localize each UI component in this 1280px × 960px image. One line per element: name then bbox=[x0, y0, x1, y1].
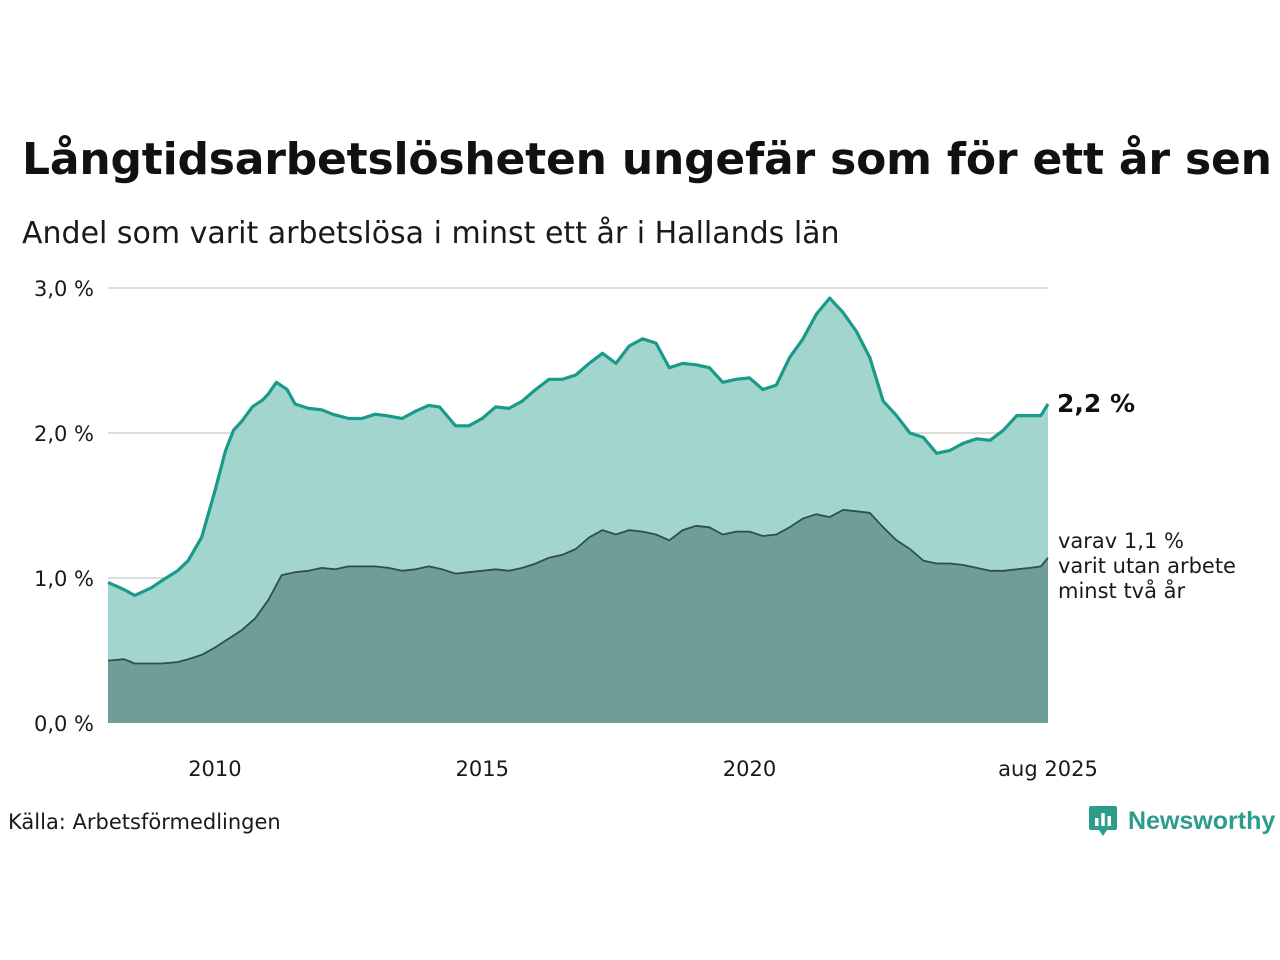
y-tick-label-3: 3,0 % bbox=[34, 277, 94, 301]
brand-logo[interactable]: Newsworthy bbox=[1088, 804, 1275, 838]
end-label-line-1: varit utan arbete bbox=[1058, 554, 1236, 578]
chart-subtitle: Andel som varit arbetslösa i minst ett å… bbox=[22, 216, 840, 251]
area-minst-tva-ar bbox=[108, 509, 1048, 723]
chart-title: Långtidsarbetslösheten ungefär som för e… bbox=[22, 134, 1272, 185]
chart-area: 0,0 % 1,0 % 2,0 % 3,0 % 2010 2015 2020 aug 2025… bbox=[34, 277, 1236, 781]
x-tick-label-3: aug 2025 bbox=[998, 757, 1098, 781]
end-label-minst-ett-ar: 2,2 % bbox=[1057, 389, 1135, 418]
end-label-minst-tva-ar: varav 1,1 % varit utan arbete minst två år bbox=[1058, 529, 1236, 603]
newsworthy-logo-icon bbox=[1089, 806, 1117, 836]
brand-name: Newsworthy bbox=[1128, 806, 1276, 835]
y-tick-label-1: 1,0 % bbox=[34, 567, 94, 591]
line-minst-ett-ar bbox=[107, 296, 1050, 597]
source-note: Källa: Arbetsförmedlingen bbox=[8, 810, 281, 834]
end-label-line-2: minst två år bbox=[1058, 578, 1186, 603]
x-tick-label-1: 2015 bbox=[455, 757, 508, 781]
line-minst-tva-ar bbox=[107, 509, 1049, 665]
y-tick-label-2: 2,0 % bbox=[34, 422, 94, 446]
y-tick-label-0: 0,0 % bbox=[34, 712, 94, 736]
end-label-line-0: varav 1,1 % bbox=[1058, 529, 1184, 553]
x-tick-label-2: 2020 bbox=[723, 757, 776, 781]
x-tick-label-0: 2010 bbox=[188, 757, 241, 781]
